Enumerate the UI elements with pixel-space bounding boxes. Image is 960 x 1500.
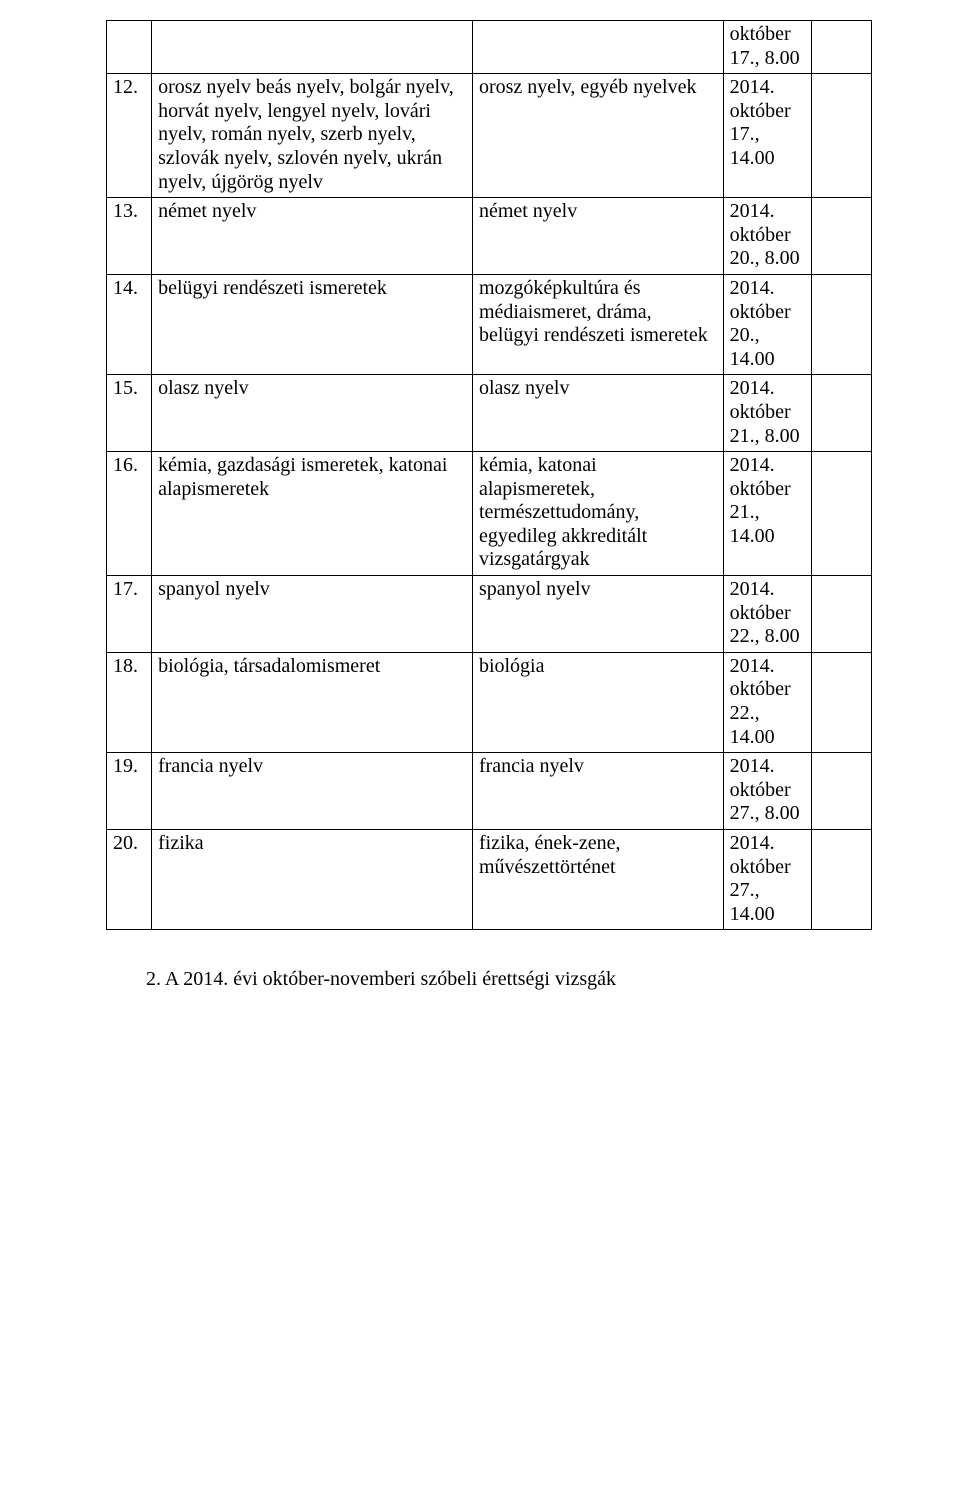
- table-row: 20. fizika fizika, ének-zene, művészettö…: [107, 830, 872, 930]
- cell-extra: [811, 274, 871, 374]
- cell-num: 19.: [107, 753, 152, 830]
- cell-num: [107, 21, 152, 74]
- cell-date: 2014. október 17., 14.00: [723, 74, 811, 198]
- cell-date: 2014. október 27., 14.00: [723, 830, 811, 930]
- cell-extra: [811, 753, 871, 830]
- cell-date: 2014. október 22., 14.00: [723, 652, 811, 752]
- cell-high: olasz nyelv: [472, 375, 723, 452]
- cell-extra: [811, 652, 871, 752]
- table-row: 14. belügyi rendészeti ismeretek mozgóké…: [107, 274, 872, 374]
- cell-num: 14.: [107, 274, 152, 374]
- cell-extra: [811, 375, 871, 452]
- cell-mid: biológia, társadalomismeret: [152, 652, 473, 752]
- cell-date: 2014. október 20., 14.00: [723, 274, 811, 374]
- cell-mid: belügyi rendészeti ismeretek: [152, 274, 473, 374]
- cell-high: biológia: [472, 652, 723, 752]
- cell-date: 2014. október 21., 8.00: [723, 375, 811, 452]
- cell-high: francia nyelv: [472, 753, 723, 830]
- table-row: október 17., 8.00: [107, 21, 872, 74]
- footer-heading: 2. A 2014. évi október-novemberi szóbeli…: [146, 968, 872, 992]
- cell-mid: kémia, gazdasági ismeretek, katonai alap…: [152, 452, 473, 576]
- cell-high: fizika, ének-zene, művészettörténet: [472, 830, 723, 930]
- cell-date: 2014. október 21., 14.00: [723, 452, 811, 576]
- cell-high: mozgóképkultúra és médiaismeret, dráma, …: [472, 274, 723, 374]
- cell-num: 16.: [107, 452, 152, 576]
- cell-high: német nyelv: [472, 198, 723, 275]
- cell-mid: fizika: [152, 830, 473, 930]
- cell-high: orosz nyelv, egyéb nyelvek: [472, 74, 723, 198]
- exam-schedule-table: október 17., 8.00 12. orosz nyelv beás n…: [106, 20, 872, 930]
- cell-high: spanyol nyelv: [472, 576, 723, 653]
- cell-date: 2014. október 27., 8.00: [723, 753, 811, 830]
- cell-num: 20.: [107, 830, 152, 930]
- table-row: 15. olasz nyelv olasz nyelv 2014. októbe…: [107, 375, 872, 452]
- table-row: 13. német nyelv német nyelv 2014. októbe…: [107, 198, 872, 275]
- cell-mid: spanyol nyelv: [152, 576, 473, 653]
- table-row: 17. spanyol nyelv spanyol nyelv 2014. ok…: [107, 576, 872, 653]
- cell-extra: [811, 830, 871, 930]
- table-row: 12. orosz nyelv beás nyelv, bolgár nyelv…: [107, 74, 872, 198]
- cell-extra: [811, 576, 871, 653]
- cell-num: 15.: [107, 375, 152, 452]
- table-row: 16. kémia, gazdasági ismeretek, katonai …: [107, 452, 872, 576]
- cell-high: kémia, katonai alapismeretek, természett…: [472, 452, 723, 576]
- document-page: október 17., 8.00 12. orosz nyelv beás n…: [0, 0, 960, 1500]
- cell-extra: [811, 452, 871, 576]
- cell-mid: [152, 21, 473, 74]
- cell-date: 2014. október 20., 8.00: [723, 198, 811, 275]
- cell-extra: [811, 198, 871, 275]
- cell-mid: olasz nyelv: [152, 375, 473, 452]
- cell-num: 12.: [107, 74, 152, 198]
- cell-date: október 17., 8.00: [723, 21, 811, 74]
- table-row: 18. biológia, társadalomismeret biológia…: [107, 652, 872, 752]
- cell-num: 17.: [107, 576, 152, 653]
- cell-mid: német nyelv: [152, 198, 473, 275]
- cell-extra: [811, 21, 871, 74]
- table-row: 19. francia nyelv francia nyelv 2014. ok…: [107, 753, 872, 830]
- cell-num: 13.: [107, 198, 152, 275]
- cell-mid: orosz nyelv beás nyelv, bolgár nyelv, ho…: [152, 74, 473, 198]
- cell-date: 2014. október 22., 8.00: [723, 576, 811, 653]
- cell-extra: [811, 74, 871, 198]
- cell-high: [472, 21, 723, 74]
- cell-mid: francia nyelv: [152, 753, 473, 830]
- cell-num: 18.: [107, 652, 152, 752]
